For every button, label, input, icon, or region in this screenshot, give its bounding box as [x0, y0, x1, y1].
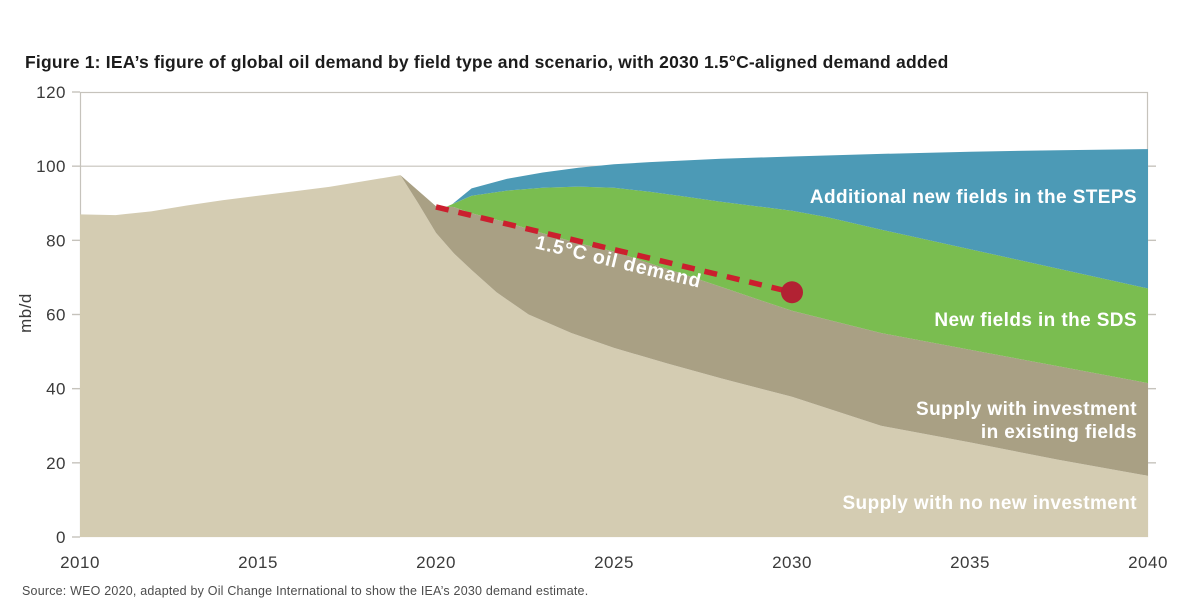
y-axis-tick-label-80: 80 — [46, 231, 66, 250]
area-no_new_investment — [80, 175, 1148, 537]
source-note: Source: WEO 2020, adapted by Oil Change … — [22, 584, 589, 598]
y-axis-tick-label-20: 20 — [46, 454, 66, 473]
y-axis-tick-label-120: 120 — [36, 83, 66, 102]
y-axis-tick-label-0: 0 — [56, 528, 66, 547]
x-axis-tick-label-2010: 2010 — [60, 553, 100, 572]
band-label-no_new_investment: Supply with no new investment — [842, 493, 1137, 514]
y-axis-tick-label-40: 40 — [46, 380, 66, 399]
y-axis-title: mb/d — [16, 293, 35, 333]
x-axis-tick-label-2030: 2030 — [772, 553, 812, 572]
band-label-sds_new_fields: New fields in the SDS — [934, 310, 1137, 331]
chart-area-bands — [80, 149, 1148, 537]
chart-axis-ticks — [72, 91, 1156, 538]
target-demand-dashed-line — [435, 204, 793, 295]
band-label-existing_fields: Supply with investment in existing fields — [916, 399, 1137, 443]
band-label-steps_additional_fields: Additional new fields in the STEPS — [810, 187, 1137, 208]
area-existing_fields — [400, 175, 1148, 476]
x-axis-tick-label-2025: 2025 — [594, 553, 634, 572]
figure-title: Figure 1: IEA’s figure of global oil dem… — [25, 52, 949, 72]
target-demand-2030-dot — [781, 281, 803, 304]
chart-band-labels: Supply with no new investment Supply with… — [810, 187, 1137, 514]
area-steps_additional_fields — [452, 149, 1148, 289]
x-axis-tick-label-2035: 2035 — [950, 553, 990, 572]
x-axis-tick-label-2015: 2015 — [238, 553, 278, 572]
x-axis-tick-label-2040: 2040 — [1128, 553, 1168, 572]
y-axis-tick-label-100: 100 — [36, 157, 66, 176]
x-axis-tick-label-2020: 2020 — [416, 553, 456, 572]
y-axis-tick-label-60: 60 — [46, 306, 66, 325]
